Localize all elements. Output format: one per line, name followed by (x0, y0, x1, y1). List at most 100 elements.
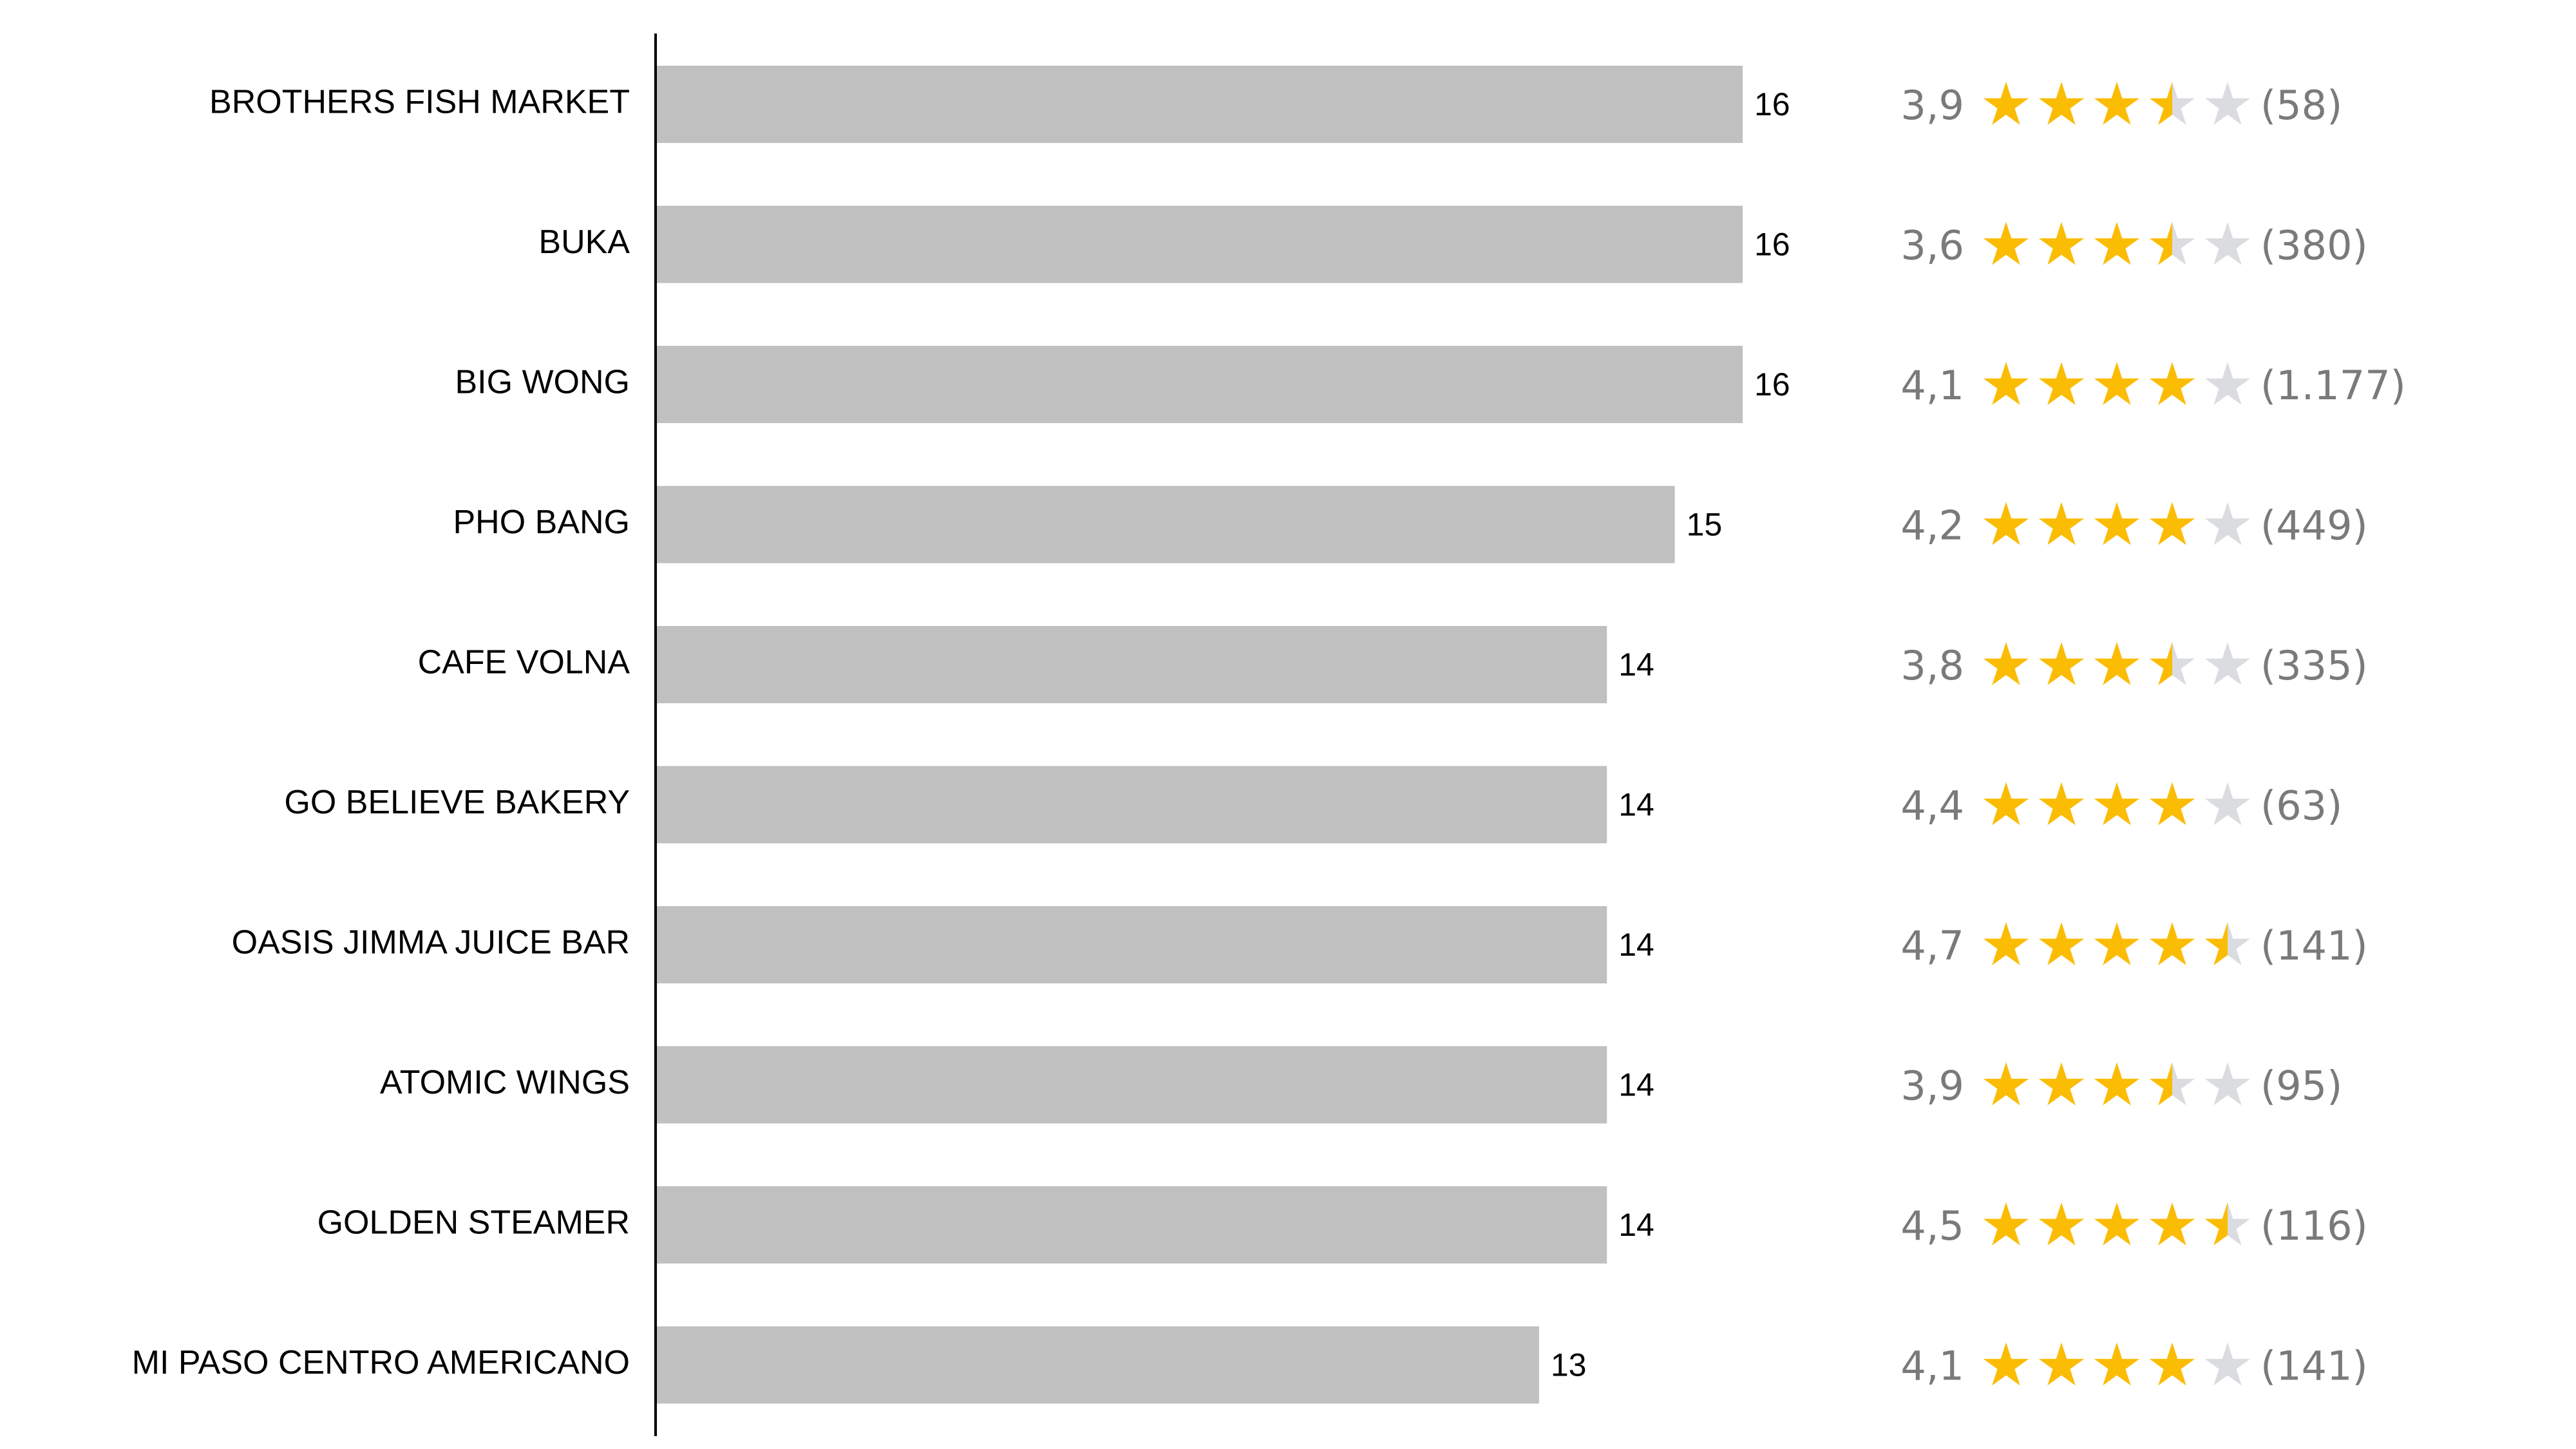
bars-layer (657, 66, 1743, 1404)
star-icon (2204, 1202, 2251, 1245)
star-icon (2149, 502, 2195, 545)
star-icon (1983, 362, 2029, 405)
bar (657, 66, 1743, 143)
value-labels: 16 16 16 15 14 14 14 14 14 13 (1551, 86, 1790, 1383)
rating-row: 3,6 (380) (1900, 222, 2368, 269)
rating-value: 3,6 (1900, 222, 1964, 269)
review-count: (141) (2260, 1343, 2368, 1390)
star-icon (2204, 1062, 2251, 1106)
ratings-panel: 3,9 (58) 3,6 (380) 4,1 (1.177) 4,2 (449) 3,8 (335… (1900, 82, 2406, 1390)
star-icon (1983, 1342, 2029, 1386)
star-icon (2094, 782, 2140, 826)
star-icon (2204, 82, 2251, 125)
rating-value: 4,1 (1900, 362, 1964, 409)
value-label: 14 (1618, 1207, 1654, 1243)
value-label: 16 (1754, 227, 1790, 263)
value-label: 14 (1618, 647, 1654, 683)
star-icon (1983, 782, 2029, 826)
category-label: BIG WONG (455, 364, 630, 401)
star-icon (2038, 502, 2085, 545)
star-icon (2094, 502, 2140, 545)
bar (657, 1326, 1539, 1404)
category-label: BUKA (538, 223, 630, 261)
bar (657, 906, 1607, 983)
star-icon (2038, 642, 2085, 685)
rating-value: 3,8 (1900, 642, 1964, 689)
star-icon (2094, 1062, 2140, 1106)
star-icon (2204, 502, 2251, 545)
bar (657, 766, 1607, 844)
value-label: 15 (1687, 507, 1723, 543)
category-label: MI PASO CENTRO AMERICANO (132, 1344, 630, 1381)
rating-value: 3,9 (1900, 1063, 1964, 1110)
review-count: (95) (2260, 1063, 2342, 1110)
rating-row: 3,9 (58) (1900, 82, 2342, 129)
bar (657, 205, 1743, 283)
rating-row: 4,1 (1.177) (1900, 362, 2406, 409)
category-label: BROTHERS FISH MARKET (209, 84, 630, 121)
star-icon (2094, 82, 2140, 125)
value-label: 14 (1618, 1067, 1654, 1103)
star-icon (2038, 222, 2085, 265)
bar (657, 486, 1675, 564)
category-label: OASIS JIMMA JUICE BAR (232, 924, 630, 961)
rating-value: 4,7 (1900, 922, 1964, 969)
star-icon (2038, 782, 2085, 826)
star-icon (2204, 922, 2251, 965)
review-count: (449) (2260, 502, 2368, 549)
review-count: (335) (2260, 642, 2368, 689)
star-icon (2094, 922, 2140, 965)
star-icon (2204, 222, 2251, 265)
rating-row: 4,7 (141) (1900, 922, 2368, 969)
category-label: GOLDEN STEAMER (317, 1204, 630, 1242)
star-icon (1983, 1062, 2029, 1106)
rating-value: 4,4 (1900, 782, 1964, 829)
rating-row: 4,1 (141) (1900, 1342, 2368, 1390)
star-icon (2038, 922, 2085, 965)
star-icon (1983, 222, 2029, 265)
review-count: (141) (2260, 922, 2368, 969)
value-label: 16 (1754, 86, 1790, 122)
star-icon (1983, 922, 2029, 965)
rating-row: 3,9 (95) (1900, 1062, 2342, 1110)
star-icon (2038, 362, 2085, 405)
star-icon (2149, 222, 2195, 265)
star-icon (2149, 1202, 2195, 1245)
star-icon (2038, 1062, 2085, 1106)
value-label: 14 (1618, 927, 1654, 963)
bar (657, 346, 1743, 423)
star-icon (1983, 502, 2029, 545)
star-icon (2094, 1202, 2140, 1245)
star-icon (2149, 642, 2195, 685)
rating-value: 4,1 (1900, 1343, 1964, 1390)
star-icon (2094, 1342, 2140, 1386)
review-count: (1.177) (2260, 362, 2406, 409)
star-icon (2038, 1342, 2085, 1386)
review-count: (63) (2260, 782, 2342, 829)
star-icon (2094, 642, 2140, 685)
star-icon (2149, 782, 2195, 826)
category-label: CAFE VOLNA (418, 644, 630, 681)
star-icon (1983, 82, 2029, 125)
bar (657, 1046, 1607, 1124)
review-count: (116) (2260, 1202, 2368, 1249)
star-icon (2149, 1342, 2195, 1386)
star-icon (2204, 642, 2251, 685)
value-label: 13 (1551, 1347, 1587, 1383)
bar (657, 1186, 1607, 1264)
category-labels: BROTHERS FISH MARKET BUKA BIG WONG PHO BANG… (132, 84, 630, 1382)
star-icon (2149, 922, 2195, 965)
star-icon (1983, 642, 2029, 685)
review-count: (380) (2260, 222, 2368, 269)
star-icon (2204, 362, 2251, 405)
rating-row: 3,8 (335) (1900, 642, 2368, 689)
value-label: 16 (1754, 366, 1790, 402)
category-label: PHO BANG (453, 504, 630, 541)
rating-value: 4,2 (1900, 502, 1964, 549)
review-count: (58) (2260, 82, 2342, 129)
rating-row: 4,4 (63) (1900, 782, 2342, 829)
star-icon (2038, 1202, 2085, 1245)
bar (657, 626, 1607, 703)
star-icon (2204, 782, 2251, 826)
